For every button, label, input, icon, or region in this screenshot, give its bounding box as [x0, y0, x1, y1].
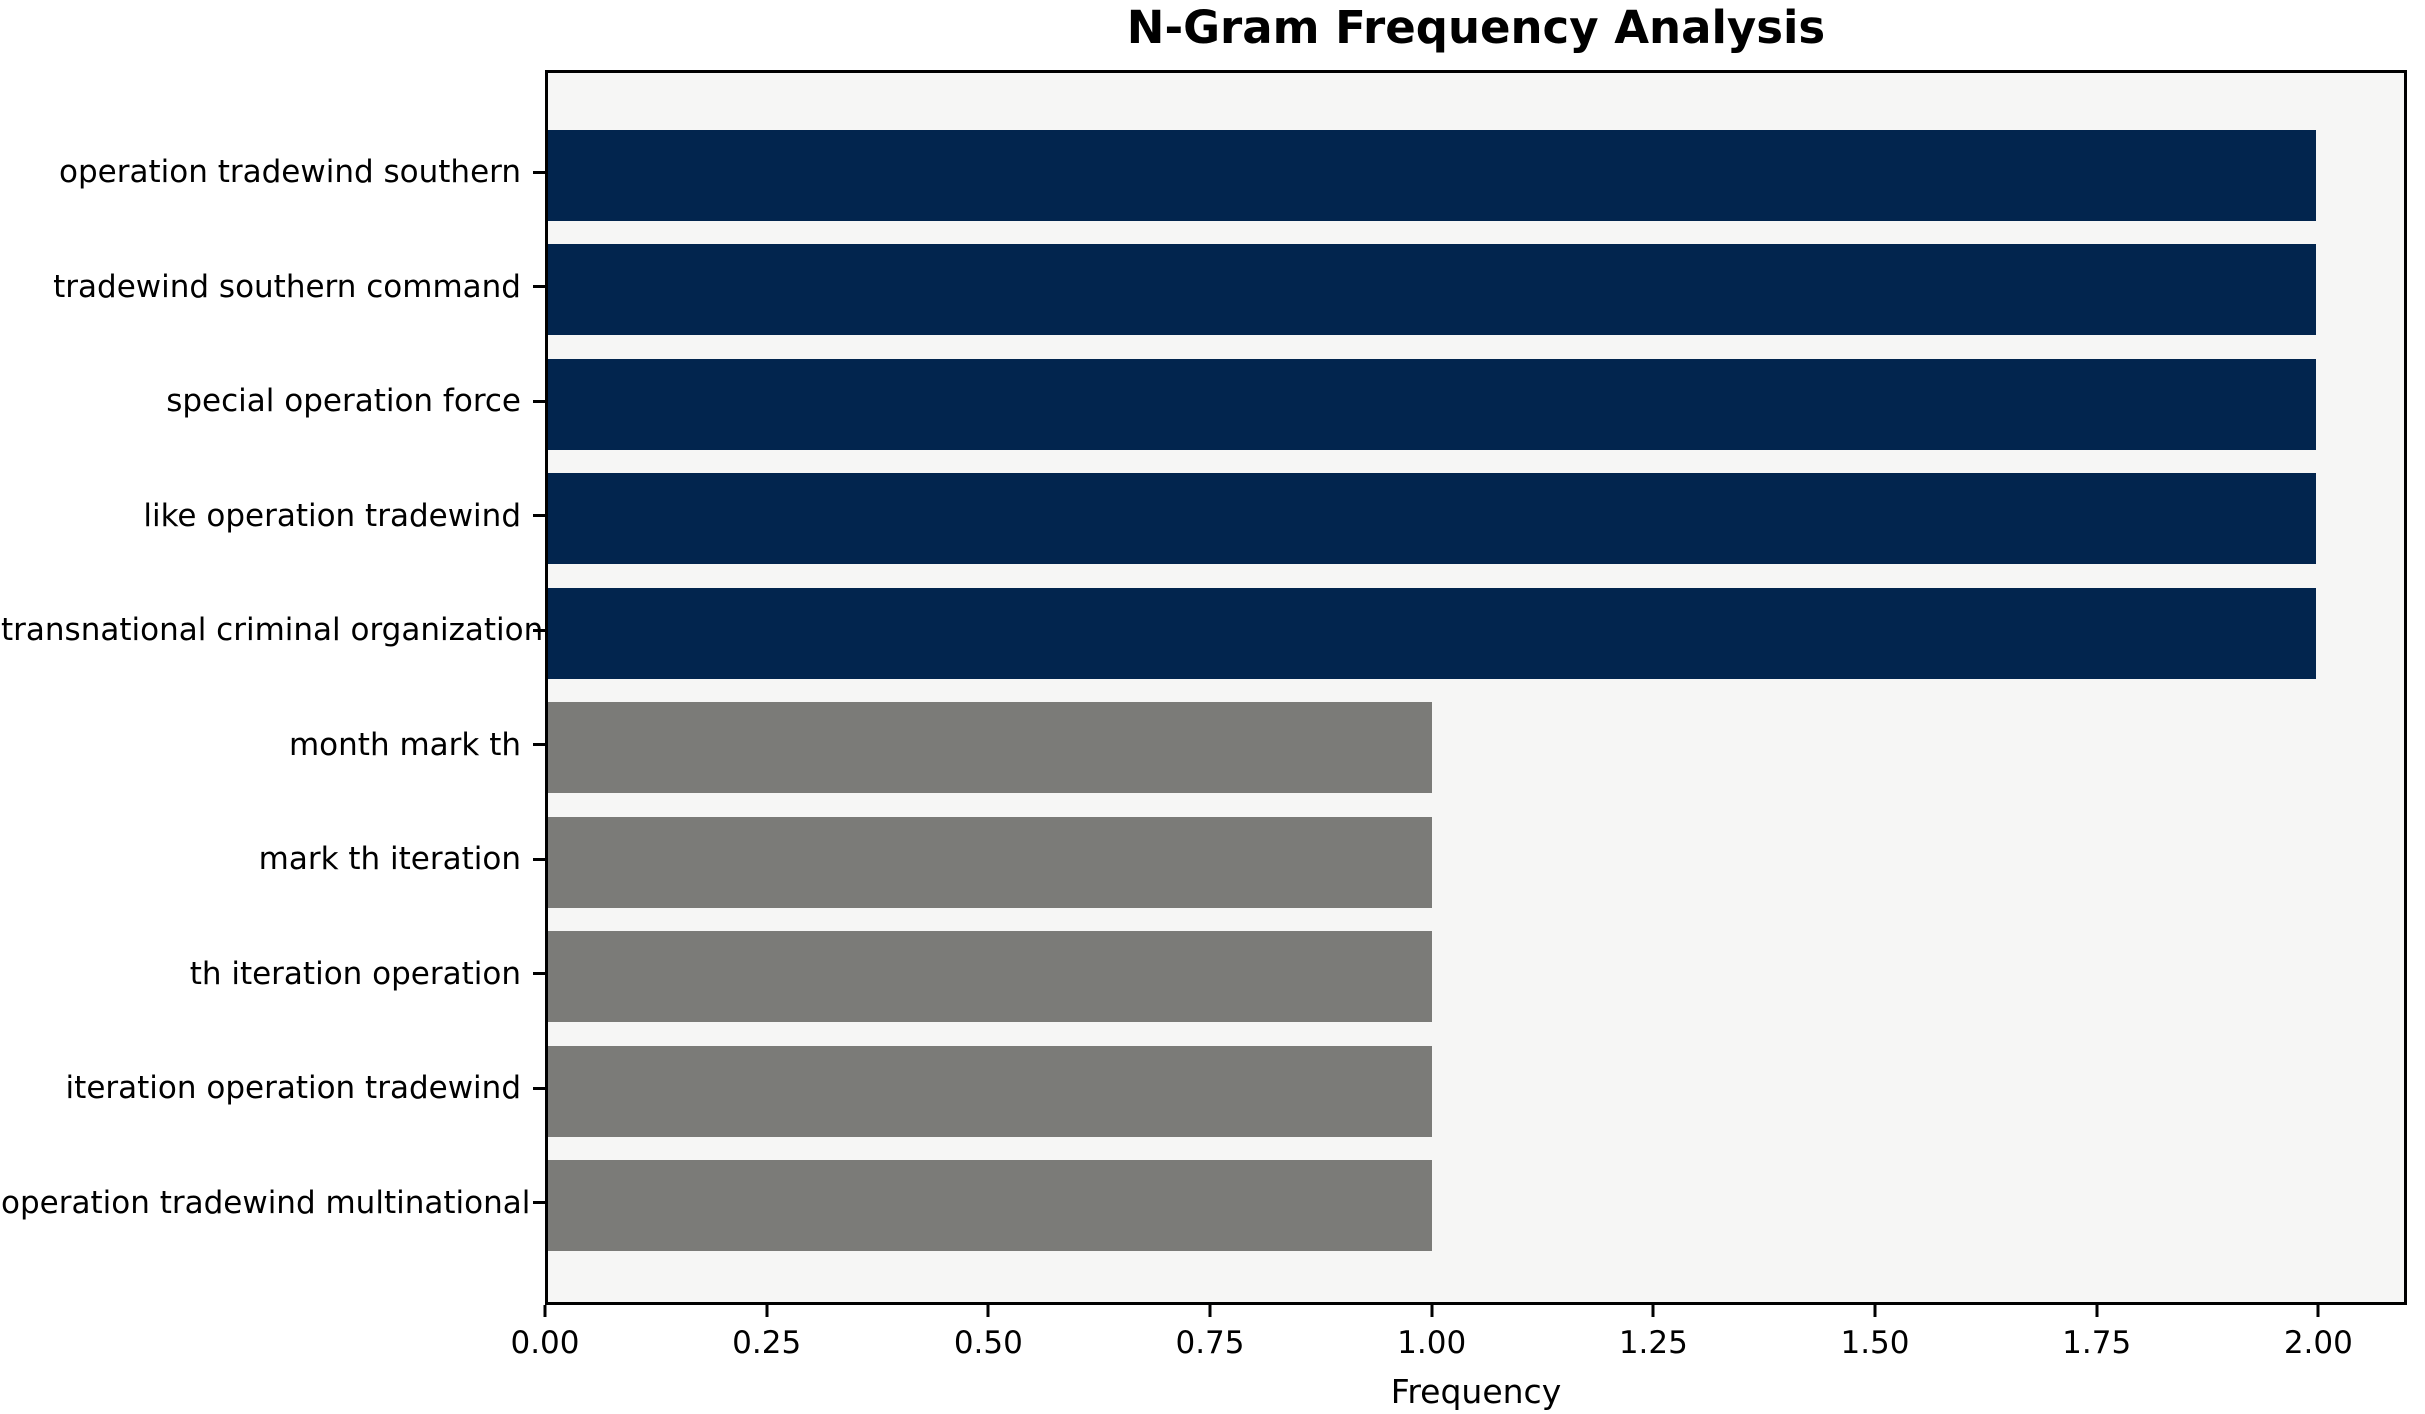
- bar-iteration-operation-tradewind: [548, 1045, 1432, 1137]
- bar-operation-tradewind-southern: [548, 129, 2316, 221]
- y-tick-mark: [533, 628, 545, 632]
- y-tick-label: th iteration operation: [189, 955, 521, 992]
- x-tick-label: 1.75: [2062, 1325, 2132, 1361]
- x-tick-label: 0.50: [953, 1325, 1023, 1361]
- x-tick-mark: [765, 1305, 769, 1317]
- y-tick-label: operation tradewind southern: [59, 154, 521, 190]
- bar-mark-th-iteration: [548, 816, 1432, 908]
- bar-tradewind-southern-command: [548, 244, 2316, 335]
- x-tick-mark: [1208, 1305, 1212, 1317]
- x-tick-label: 0.00: [510, 1325, 580, 1361]
- chart-title: N-Gram Frequency Analysis: [1126, 1, 1826, 54]
- bar-like-operation-tradewind: [548, 473, 2316, 564]
- y-tick-mark: [533, 514, 545, 517]
- y-tick-label: iteration operation tradewind: [65, 1070, 521, 1106]
- y-tick-mark: [533, 743, 545, 746]
- x-tick-mark: [1873, 1305, 1877, 1317]
- y-tick-mark: [533, 1086, 545, 1090]
- y-tick-mark: [533, 857, 545, 861]
- bar-th-iteration-operation: [548, 931, 1432, 1022]
- x-tick-label: 0.75: [1175, 1325, 1245, 1361]
- x-tick-mark: [543, 1305, 547, 1317]
- bar-transnational-criminal-organization: [548, 587, 2316, 679]
- x-tick-mark: [1651, 1305, 1655, 1317]
- y-tick-label: mark th iteration: [258, 841, 521, 877]
- y-tick-label: like operation tradewind: [143, 497, 521, 534]
- x-tick-label: 2.00: [2283, 1325, 2353, 1361]
- y-tick-label: operation tradewind multinational: [1, 1184, 531, 1221]
- x-axis: 0.00 0.25 0.50 0.75 1.00 1.25 1.50 1.75 2.00: [510, 1305, 2407, 1385]
- y-tick-mark: [533, 972, 545, 975]
- y-axis-labels: operation tradewind southern tradewind so…: [0, 70, 545, 1305]
- y-tick-label: tradewind southern command: [53, 268, 521, 305]
- x-tick-label: 0.25: [732, 1325, 802, 1361]
- x-axis-title: Frequency: [1390, 1372, 1562, 1411]
- y-tick-mark: [533, 170, 545, 174]
- bar-operation-tradewind-multinational: [548, 1160, 1432, 1251]
- x-tick-label: 1.25: [1618, 1325, 1688, 1361]
- y-tick-label: transnational criminal organization: [1, 612, 544, 648]
- y-tick-label: month mark th: [288, 726, 521, 763]
- x-tick-mark: [1430, 1305, 1434, 1317]
- x-tick-label: 1.00: [1397, 1325, 1467, 1361]
- y-tick-mark: [533, 399, 545, 403]
- x-tick-mark: [2316, 1305, 2320, 1317]
- plot-area: [545, 70, 2407, 1305]
- y-tick-label: special operation force: [166, 383, 521, 419]
- x-tick-mark: [2095, 1305, 2099, 1317]
- bar-month-mark-th: [548, 702, 1432, 793]
- y-tick-mark: [533, 1201, 545, 1204]
- bar-special-operation-force: [548, 358, 2316, 450]
- x-tick-label: 1.50: [1840, 1325, 1910, 1361]
- y-tick-mark: [533, 285, 545, 288]
- x-tick-mark: [986, 1305, 990, 1317]
